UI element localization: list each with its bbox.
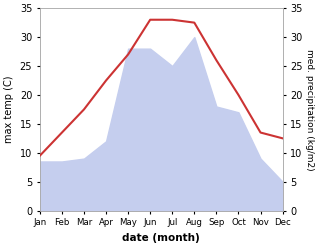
Y-axis label: med. precipitation (kg/m2): med. precipitation (kg/m2) <box>305 49 314 170</box>
Y-axis label: max temp (C): max temp (C) <box>4 76 14 143</box>
X-axis label: date (month): date (month) <box>122 233 200 243</box>
